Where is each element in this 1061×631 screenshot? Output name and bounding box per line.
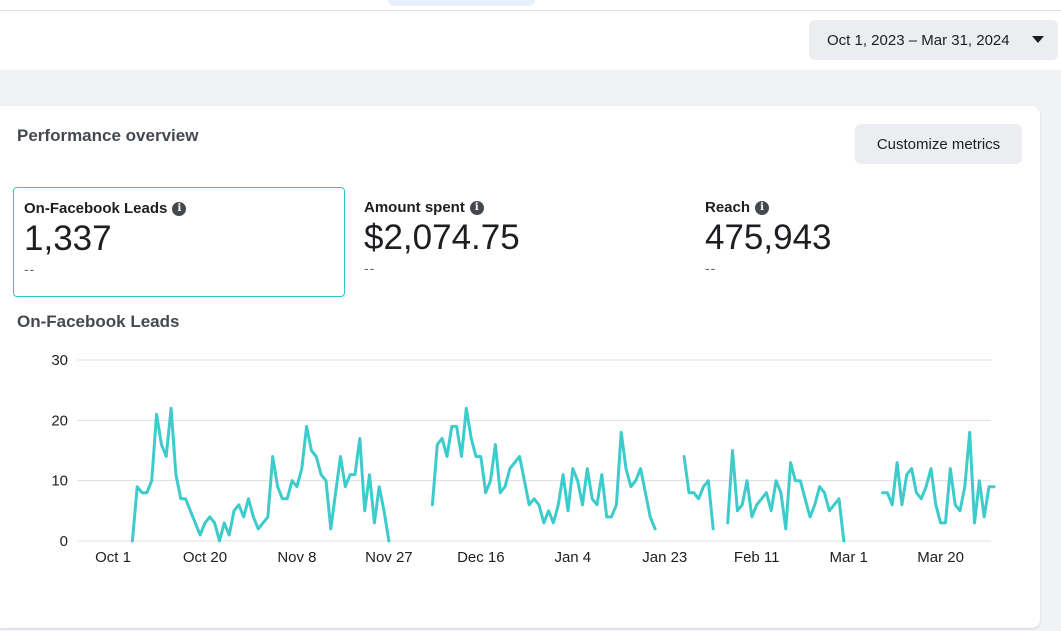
x-tick-label: Oct 20: [183, 549, 227, 566]
chart-title: On-Facebook Leads: [17, 312, 180, 331]
series-line-segment: [682, 455, 715, 531]
info-icon[interactable]: i: [172, 201, 187, 216]
x-tick-label: Nov 8: [277, 549, 316, 566]
y-tick-label: 10: [51, 473, 68, 490]
y-tick-label: 30: [51, 352, 68, 369]
x-tick-label: Nov 27: [365, 549, 413, 566]
x-tick-label: Mar 1: [830, 549, 868, 566]
metric-label: Amount spent: [364, 199, 465, 216]
metric-comparison: --: [24, 261, 36, 277]
date-range-label: Oct 1, 2023 – Mar 31, 2024: [827, 31, 1010, 49]
series-line-segment: [881, 430, 996, 525]
active-tab-indicator[interactable]: [388, 0, 535, 6]
info-icon[interactable]: i: [755, 200, 770, 215]
y-tick-label: 0: [60, 533, 68, 550]
metric-value: 475,943: [705, 218, 832, 257]
y-tick-label: 20: [51, 412, 68, 429]
series-line-segment: [726, 449, 846, 543]
caret-down-icon: [1032, 36, 1044, 43]
series-line-segment: [130, 406, 391, 543]
series-line-segment: [430, 406, 657, 531]
info-icon[interactable]: i: [469, 200, 484, 215]
metric-label: On-Facebook Leads: [24, 200, 168, 217]
x-tick-label: Feb 11: [734, 549, 780, 566]
metric-amount-spent[interactable]: Amount spent i $2,074.75 --: [354, 187, 686, 297]
metric-label-row: On-Facebook Leads i: [24, 200, 334, 217]
card-title: Performance overview: [17, 126, 199, 145]
x-tick-label: Jan 23: [642, 549, 687, 566]
top-bar: Oct 1, 2023 – Mar 31, 2024: [0, 0, 1061, 70]
metric-label: Reach: [705, 199, 751, 216]
top-divider: [0, 10, 1061, 11]
metric-comparison: --: [705, 260, 717, 276]
metric-label-row: Amount spent i: [364, 199, 676, 216]
metric-value: $2,074.75: [364, 218, 520, 257]
date-range-picker[interactable]: Oct 1, 2023 – Mar 31, 2024: [809, 20, 1058, 60]
metric-reach[interactable]: Reach i 475,943 --: [695, 187, 1027, 297]
leads-line-chart: 0 10 20 30 Oct 1 Oct 20 Nov 8 Nov 27 Dec 16 Jan 4…: [51, 352, 996, 566]
x-tick-label: Oct 1: [95, 549, 131, 566]
x-tick-label: Mar 20: [917, 549, 964, 566]
x-tick-label: Dec 16: [457, 549, 505, 566]
metric-comparison: --: [364, 260, 376, 276]
x-tick-label: Jan 4: [554, 549, 591, 566]
metric-leads[interactable]: On-Facebook Leads i 1,337 --: [13, 187, 345, 297]
metric-value: 1,337: [24, 219, 112, 258]
metric-label-row: Reach i: [705, 199, 1017, 216]
customize-metrics-button[interactable]: Customize metrics: [855, 124, 1022, 164]
